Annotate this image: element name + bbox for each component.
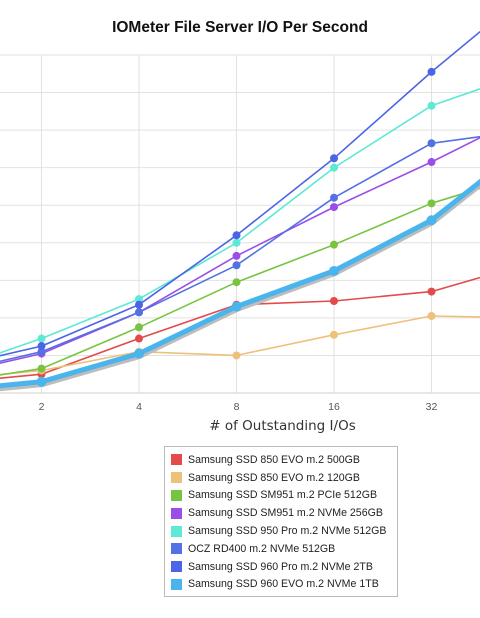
legend-swatch — [171, 561, 182, 573]
data-point — [135, 334, 143, 343]
data-point — [330, 330, 338, 339]
legend-item: Samsung SSD 850 EVO m.2 500GB — [171, 451, 397, 469]
data-point — [135, 323, 143, 332]
legend-swatch — [171, 578, 182, 590]
data-point — [36, 376, 47, 387]
legend-label: Samsung SSD 950 Pro m.2 NVMe 512GB — [188, 525, 387, 538]
data-point — [232, 261, 241, 270]
data-point — [329, 265, 339, 276]
legend-item: OCZ RD400 m.2 NVMe 512GB — [171, 540, 397, 558]
chart-title: IOMeter File Server I/O Per Second — [112, 19, 368, 36]
data-point — [37, 364, 46, 373]
legend-item: Samsung SSD SM951 m.2 NVMe 256GB — [171, 504, 397, 522]
data-point — [134, 348, 144, 359]
legend-label: Samsung SSD SM951 m.2 PCIe 512GB — [188, 489, 378, 502]
data-point — [232, 251, 241, 260]
data-point — [232, 278, 241, 287]
legend-swatch — [171, 507, 182, 519]
data-point — [330, 296, 338, 305]
legend-label: Samsung SSD 960 EVO m.2 NVMe 1TB — [188, 578, 379, 591]
legend-label: OCZ RD400 m.2 NVMe 512GB — [188, 542, 336, 555]
data-point — [232, 351, 241, 360]
series-line — [0, 135, 480, 363]
legend-label: Samsung SSD 850 EVO m.2 120GB — [188, 471, 360, 484]
legend-label: Samsung SSD 850 EVO m.2 500GB — [188, 453, 360, 466]
legend-item: Samsung SSD 960 EVO m.2 NVMe 1TB — [171, 576, 397, 594]
data-point — [427, 287, 436, 296]
legend-swatch — [171, 472, 182, 484]
data-point — [330, 240, 338, 249]
data-point — [427, 158, 436, 167]
legend: Samsung SSD 850 EVO m.2 500GB Samsung SSD… — [164, 446, 398, 597]
legend-swatch — [171, 454, 182, 466]
data-point — [330, 193, 338, 202]
data-point — [37, 347, 46, 356]
series-line — [0, 88, 480, 354]
data-point — [427, 101, 436, 110]
legend-item: Samsung SSD 850 EVO m.2 120GB — [171, 469, 397, 487]
data-point — [135, 308, 143, 317]
legend-swatch — [171, 525, 182, 537]
legend-label: Samsung SSD 960 Pro m.2 NVMe 2TB — [188, 560, 373, 573]
data-point — [232, 238, 241, 247]
x-tick-label: 32 — [426, 401, 438, 413]
legend-item: Samsung SSD 950 Pro m.2 NVMe 512GB — [171, 522, 397, 540]
data-point — [427, 67, 436, 76]
data-point — [135, 300, 143, 309]
data-point — [37, 342, 46, 351]
x-tick-label: 4 — [136, 401, 142, 413]
x-axis-label: # of Outstanding I/Os — [209, 418, 356, 434]
data-point — [330, 203, 338, 212]
legend-item: Samsung SSD 960 Pro m.2 NVMe 2TB — [171, 558, 397, 576]
data-point — [135, 295, 143, 304]
x-tick-label: 2 — [39, 401, 45, 413]
data-point — [232, 231, 241, 240]
x-tick-label: 8 — [234, 401, 240, 413]
data-point — [426, 215, 437, 226]
data-point — [427, 312, 436, 321]
legend-swatch — [171, 543, 182, 555]
x-tick-label: 16 — [328, 401, 340, 413]
data-point — [330, 163, 338, 172]
data-point — [427, 199, 436, 208]
legend-swatch — [171, 489, 182, 501]
data-point — [231, 301, 242, 312]
data-point — [330, 154, 338, 163]
data-point — [427, 139, 436, 148]
data-point — [37, 334, 46, 343]
legend-item: Samsung SSD SM951 m.2 PCIe 512GB — [171, 487, 397, 505]
legend-label: Samsung SSD SM951 m.2 NVMe 256GB — [188, 507, 383, 520]
